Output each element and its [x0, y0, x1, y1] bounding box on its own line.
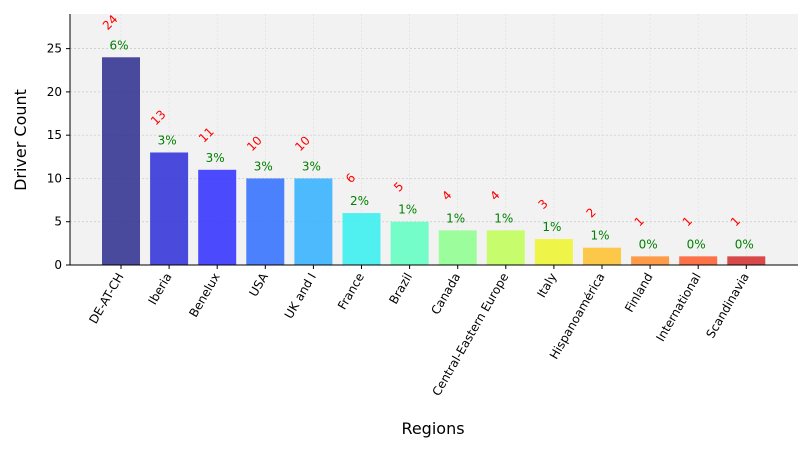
x-axis-label: Regions	[401, 419, 464, 438]
x-tick-label: USA	[246, 270, 271, 299]
percent-label: 1%	[446, 211, 465, 225]
percent-label: 2%	[350, 194, 369, 208]
x-tick-label: Iberia	[145, 271, 174, 308]
bar	[631, 256, 670, 265]
bar	[198, 169, 237, 265]
x-tick-label: International	[653, 271, 703, 344]
y-tick-layer: 0 5 10 15 20 25	[47, 42, 70, 272]
percent-label: 3%	[206, 151, 225, 165]
percent-label: 1%	[398, 203, 417, 217]
bar	[583, 247, 621, 265]
y-tick-label: 5	[54, 215, 62, 229]
percent-label: 0%	[639, 237, 658, 251]
percent-label: 1%	[494, 211, 513, 225]
x-tick-label: Canada	[428, 271, 463, 318]
y-tick-label: 0	[54, 258, 62, 272]
y-tick-label: 15	[47, 128, 62, 142]
bar	[534, 239, 573, 265]
bar	[438, 230, 477, 265]
label-layer: 6%243%133%113%103%102%61%51%41%41%31%20%…	[100, 12, 754, 251]
percent-label: 1%	[542, 220, 561, 234]
percent-label: 0%	[687, 237, 706, 251]
x-tick-label: Finland	[622, 271, 656, 315]
percent-label: 3%	[158, 133, 177, 147]
percent-label: 0%	[735, 237, 754, 251]
bar	[486, 230, 525, 265]
bar	[679, 256, 718, 265]
bar	[727, 256, 766, 265]
bar	[102, 57, 140, 265]
x-tick-layer: DE-AT-CH Iberia Benelux USA UK and I France Br…	[86, 265, 752, 398]
bar	[390, 221, 429, 265]
y-tick-label: 10	[47, 171, 62, 185]
x-tick-label: DE-AT-CH	[86, 271, 126, 327]
x-tick-label: Scandinavia	[703, 271, 752, 341]
x-tick-label: UK and I	[282, 271, 319, 322]
y-tick-label: 25	[47, 42, 62, 56]
percent-label: 3%	[254, 159, 273, 173]
x-tick-label: France	[335, 271, 367, 313]
bar-layer	[102, 57, 766, 265]
percent-label: 3%	[302, 159, 321, 173]
x-tick-label: Brazil	[386, 271, 415, 307]
percent-label: 1%	[590, 229, 609, 243]
y-axis-label: Driver Count	[11, 89, 30, 191]
x-tick-label: Italy	[534, 271, 559, 301]
plot-area	[70, 14, 798, 265]
x-tick-label: Benelux	[186, 271, 222, 320]
percent-label: 6%	[109, 38, 128, 52]
bar	[246, 178, 285, 265]
bar	[342, 213, 381, 265]
x-tick-label: Hispanoamérica	[547, 271, 608, 362]
bar	[150, 152, 189, 265]
bar	[294, 178, 333, 265]
y-tick-label: 20	[47, 85, 62, 99]
